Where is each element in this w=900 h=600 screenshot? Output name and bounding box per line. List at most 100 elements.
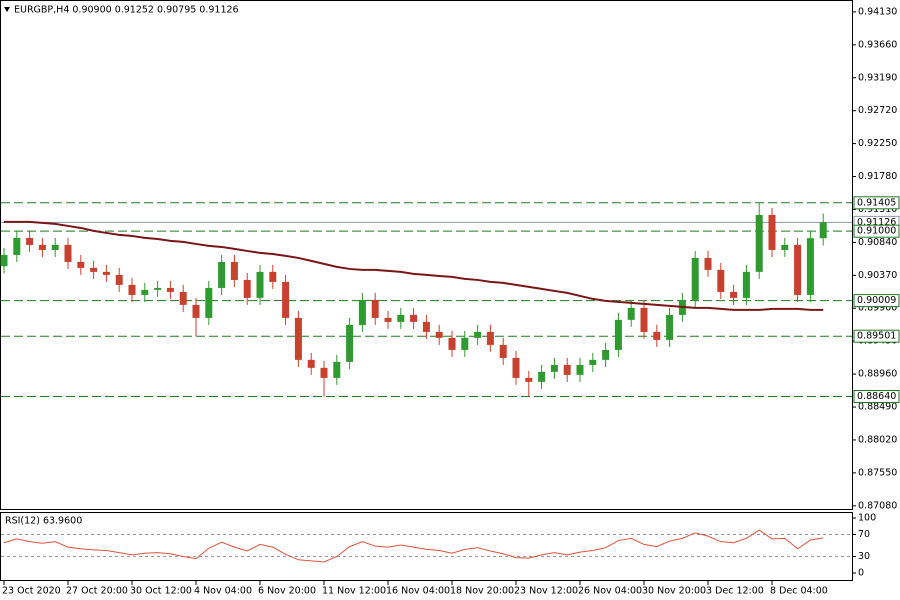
- level-label: 0.88640: [857, 391, 896, 402]
- candle-body: [64, 244, 72, 262]
- candle-body: [589, 359, 597, 365]
- candle-body: [77, 261, 85, 268]
- y-tick-label: 0.90370: [858, 270, 897, 281]
- level-label-box: [853, 390, 900, 404]
- level-label: 0.89501: [857, 331, 896, 342]
- y-tick-label: 0.88960: [858, 369, 897, 380]
- candle-body: [486, 331, 494, 345]
- candle-body: [154, 287, 162, 290]
- candle-body: [269, 271, 277, 282]
- candle-body: [13, 237, 21, 255]
- candle-body: [128, 284, 136, 295]
- candle-body: [640, 307, 648, 332]
- y-tick-label: 0.90840: [858, 237, 897, 248]
- rsi-title: RSI(12) 63.9600: [5, 516, 82, 527]
- y-tick-label: 70: [858, 529, 870, 540]
- candle-body: [525, 377, 533, 382]
- candle-body: [806, 238, 814, 295]
- candle-body: [179, 291, 187, 305]
- candle-body: [102, 271, 110, 275]
- x-tick-label: 18 Nov 20:00: [450, 586, 514, 597]
- level-label-box: [853, 224, 900, 238]
- candle-body: [794, 244, 802, 295]
- x-tick-label: 6 Nov 20:00: [258, 586, 316, 597]
- candle-body: [307, 359, 315, 368]
- y-tick-label: 0.87550: [858, 467, 897, 478]
- x-tick-label: 26 Nov 04:00: [578, 586, 642, 597]
- candle-body: [576, 364, 584, 375]
- candle-body: [653, 331, 661, 340]
- candle-body: [550, 364, 558, 372]
- y-tick-label: 0.91780: [858, 171, 897, 182]
- candle-body: [256, 271, 264, 298]
- candle-body: [781, 244, 789, 250]
- candle-body: [627, 307, 635, 320]
- y-tick-label: 0: [858, 568, 864, 579]
- level-label-box: [853, 196, 900, 210]
- candle-body: [422, 321, 430, 332]
- candle-body: [563, 364, 571, 375]
- chart-title: EURGBP,H4 0.90900 0.91252 0.90795 0.9112…: [14, 5, 239, 16]
- x-tick-label: 23 Oct 2020: [2, 586, 61, 597]
- rsi-panel-frame: [0, 512, 853, 581]
- candle-body: [282, 281, 290, 318]
- level-label: 0.91126: [857, 217, 896, 228]
- y-tick-label: 0.93660: [858, 39, 897, 50]
- candle-body: [38, 244, 46, 250]
- candle-body: [538, 371, 546, 382]
- x-tick-label: 3 Dec 12:00: [706, 586, 764, 597]
- x-tick-label: 30 Oct 12:00: [130, 586, 192, 597]
- candle-body: [141, 289, 149, 295]
- y-tick-label: 0.88020: [858, 434, 897, 445]
- candle-body: [512, 357, 520, 378]
- candle-body: [192, 304, 200, 318]
- rsi-line: [3, 529, 824, 563]
- candle-body: [397, 314, 405, 322]
- y-tick-label: 0.93190: [858, 72, 897, 83]
- level-label-box: [853, 329, 900, 343]
- level-label-box: [853, 294, 900, 308]
- candle-body: [218, 261, 226, 288]
- y-tick-label: 0.91310: [858, 204, 897, 215]
- candle-body: [371, 299, 379, 318]
- candle-body: [730, 291, 738, 298]
- y-tick-label: 0.87080: [858, 500, 897, 511]
- candle-body: [51, 244, 59, 250]
- candle-body: [768, 214, 776, 250]
- level-label: 0.90009: [857, 295, 896, 306]
- candle-body: [346, 324, 354, 362]
- menu-triangle[interactable]: [4, 7, 10, 12]
- y-tick-label: 0.89900: [858, 303, 897, 314]
- level-label: 0.91405: [857, 197, 896, 208]
- candle-body: [166, 287, 174, 292]
- x-tick-label: 11 Nov 12:00: [322, 586, 386, 597]
- candle-body: [243, 279, 251, 298]
- x-tick-label: 27 Oct 20:00: [66, 586, 128, 597]
- x-tick-label: 16 Nov 04:00: [386, 586, 450, 597]
- moving-average: [4, 220, 824, 311]
- candle-body: [704, 257, 712, 270]
- candle-body: [410, 314, 418, 322]
- y-tick-label: 30: [858, 551, 870, 562]
- candle-body: [230, 261, 238, 280]
- candle-body: [448, 337, 456, 350]
- candle-body: [333, 361, 341, 378]
- candle-body: [205, 287, 213, 318]
- candle-body: [358, 299, 366, 325]
- candle-body: [691, 257, 699, 300]
- candle-body: [755, 214, 763, 272]
- candle-body: [499, 344, 507, 358]
- candle-body: [320, 367, 328, 378]
- candle-body: [717, 269, 725, 292]
- candle-body: [26, 237, 34, 245]
- candle-body: [461, 337, 469, 350]
- candle-body: [435, 331, 443, 338]
- candle-body: [614, 319, 622, 350]
- y-tick-label: 0.88490: [858, 402, 897, 413]
- candle-body: [666, 314, 674, 340]
- x-tick-label: 8 Dec 04:00: [770, 586, 828, 597]
- candle-body: [294, 317, 302, 360]
- y-tick-label: 0.92720: [858, 105, 897, 116]
